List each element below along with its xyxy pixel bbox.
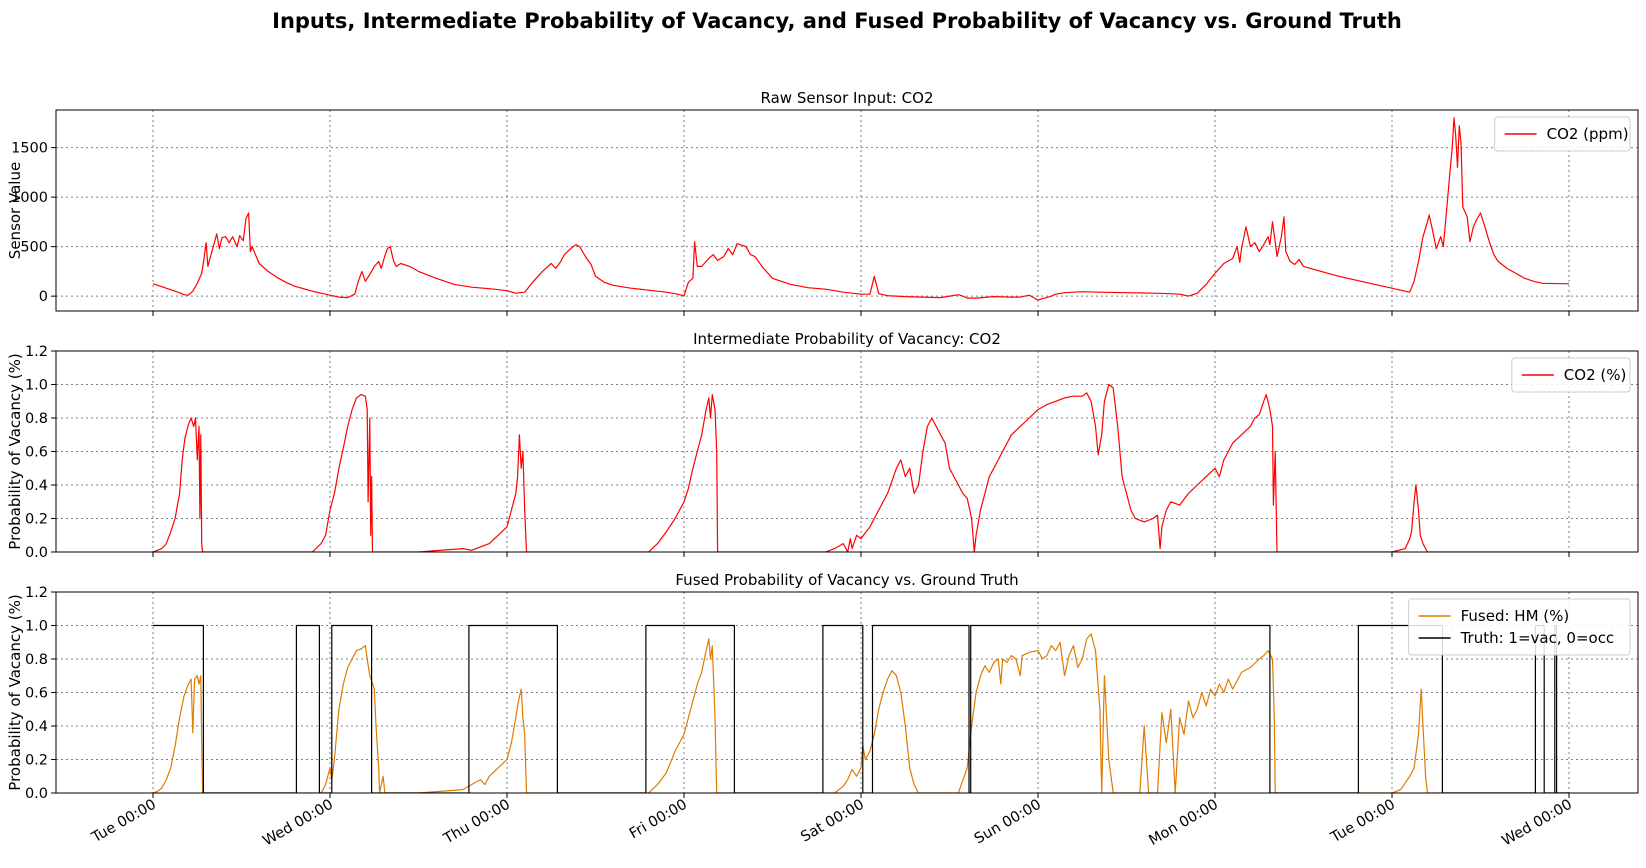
panel-title: Intermediate Probability of Vacancy: CO2: [693, 330, 1001, 348]
panel-2: 0.0 0.2 0.4 0.6 0.8 1.0 1.2 Intermediate Probab…: [6, 330, 1639, 561]
y-tick-label: 1.2: [25, 585, 48, 601]
y-tick-label: 0.6: [25, 686, 48, 702]
figure-suptitle: Inputs, Intermediate Probability of Vaca…: [272, 9, 1402, 33]
y-tick-label: 0.6: [25, 445, 48, 461]
legend-label: CO2 (%): [1564, 366, 1627, 384]
y-tick-label: 1.0: [25, 378, 48, 394]
y-tick-label: 1000: [11, 190, 48, 206]
legend-label: Fused: HM (%): [1461, 607, 1570, 625]
y-tick-label: 1500: [11, 141, 48, 157]
x-tick-label: Mon 00:00: [1146, 797, 1221, 849]
panel-3: 0.0 0.2 0.4 0.6 0.8 1.0 1.2 Fused Probability o…: [6, 571, 1639, 802]
plots: 0 500 1000 1500 Raw Sensor Input: CO2 Sensor …: [6, 89, 1639, 850]
x-tick-label: Tue 00:00: [88, 797, 159, 847]
y-tick-label: 0.8: [25, 652, 48, 668]
y-tick-label: 0: [39, 289, 48, 305]
y-tick-label: 1.2: [25, 344, 48, 360]
legend-label: CO2 (ppm): [1547, 125, 1629, 143]
legend: CO2 (%): [1511, 357, 1631, 393]
y-tick-label: 0.4: [25, 478, 48, 494]
x-tick-label: Thu 00:00: [440, 797, 513, 848]
legend-box: [1408, 598, 1631, 656]
y-tick-label: 0.2: [25, 512, 48, 528]
legend-label: Truth: 1=vac, 0=occ: [1460, 629, 1615, 647]
y-tick-label: 0.2: [25, 753, 48, 769]
legend-box: [1494, 116, 1631, 152]
legend: CO2 (ppm): [1494, 116, 1631, 152]
y-axis-label: Probability of Vacancy (%): [6, 353, 24, 549]
y-tick-label: 0.0: [25, 786, 48, 802]
x-tick-label: Wed 00:00: [1499, 797, 1575, 850]
series-line-3-1: [152, 633, 1569, 793]
legend-box: [1511, 357, 1631, 393]
y-tick-label: 500: [20, 240, 48, 256]
y-axis-label: Probability of Vacancy (%): [6, 594, 24, 790]
y-tick-label: 0.0: [25, 545, 48, 561]
y-axis-label: Sensor Value: [6, 162, 24, 259]
y-tick-label: 0.8: [25, 411, 48, 427]
panel-1: 0 500 1000 1500 Raw Sensor Input: CO2 Sensor …: [6, 89, 1639, 316]
x-tick-label: Wed 00:00: [260, 797, 336, 850]
legend: Fused: HM (%) Truth: 1=vac, 0=occ: [1408, 598, 1631, 656]
y-tick-label: 1.0: [25, 619, 48, 635]
y-tick-label: 0.4: [25, 719, 48, 735]
x-tick-label: Fri 00:00: [627, 797, 690, 843]
x-tick-label: Tue 00:00: [1327, 797, 1398, 847]
panel-title: Raw Sensor Input: CO2: [761, 89, 934, 107]
plot-frame: [55, 109, 1639, 312]
panel-title: Fused Probability of Vacancy vs. Ground …: [675, 571, 1018, 589]
x-tick-label: Sun 00:00: [972, 797, 1044, 848]
series-line-1-1: [152, 117, 1570, 301]
series-line-2-1: [152, 383, 1569, 552]
x-tick-label: Sat 00:00: [798, 797, 867, 846]
